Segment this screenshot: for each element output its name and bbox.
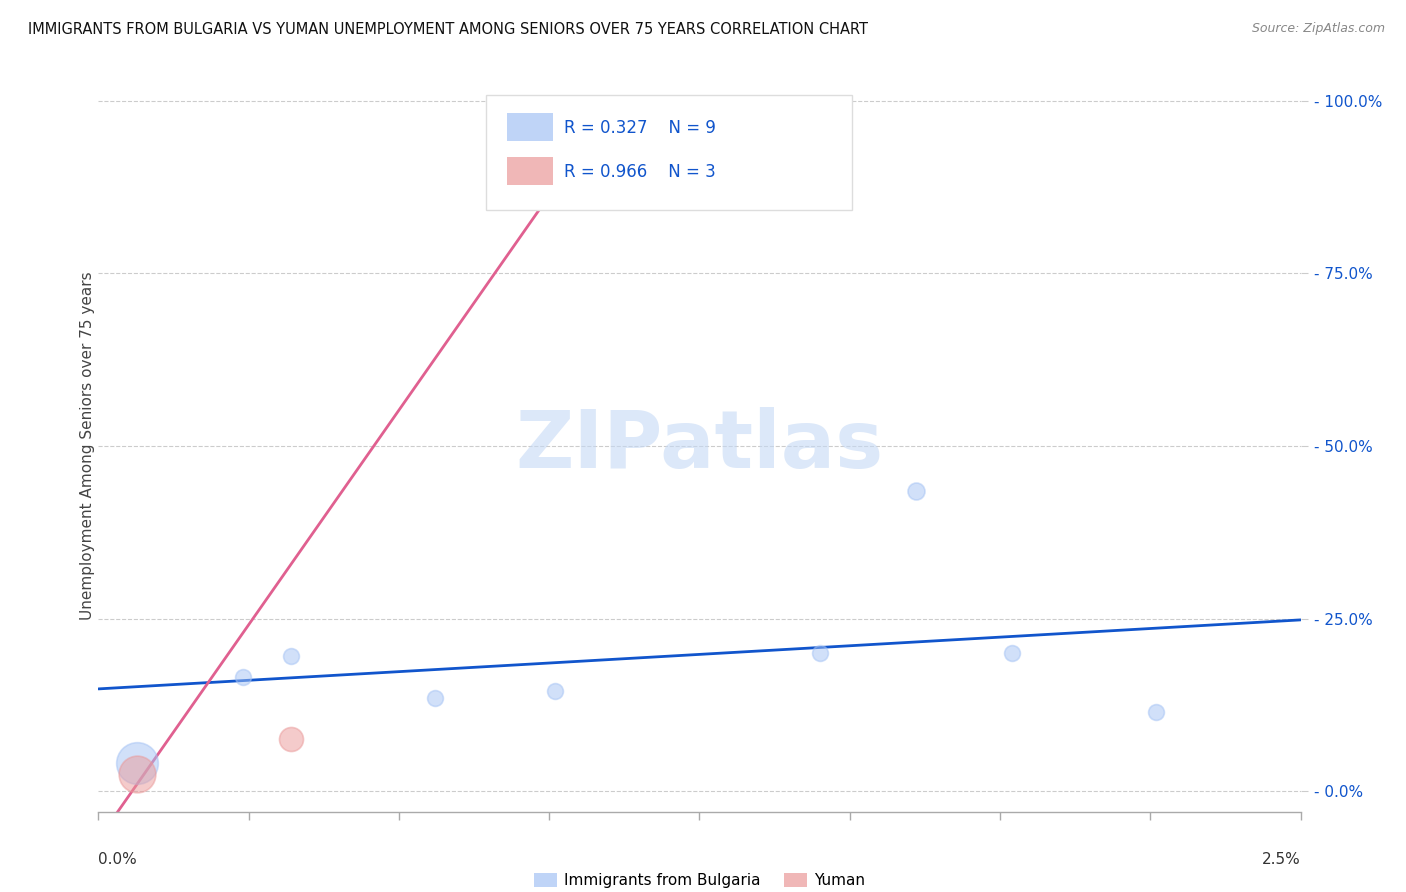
Text: R = 0.327    N = 9: R = 0.327 N = 9 <box>564 119 716 136</box>
Text: IMMIGRANTS FROM BULGARIA VS YUMAN UNEMPLOYMENT AMONG SENIORS OVER 75 YEARS CORRE: IMMIGRANTS FROM BULGARIA VS YUMAN UNEMPL… <box>28 22 868 37</box>
Point <box>280 649 302 664</box>
Legend: Immigrants from Bulgaria, Yuman: Immigrants from Bulgaria, Yuman <box>534 873 865 888</box>
Point <box>592 112 614 126</box>
Point <box>904 483 927 498</box>
Point <box>125 766 148 780</box>
Bar <box>508 157 553 185</box>
Text: 2.5%: 2.5% <box>1261 852 1301 867</box>
FancyBboxPatch shape <box>485 95 852 211</box>
Point <box>544 684 567 698</box>
Point <box>125 756 148 771</box>
Text: Source: ZipAtlas.com: Source: ZipAtlas.com <box>1251 22 1385 36</box>
Y-axis label: Unemployment Among Seniors over 75 years: Unemployment Among Seniors over 75 years <box>80 272 94 620</box>
Point <box>280 732 302 747</box>
Bar <box>508 113 553 141</box>
Point <box>423 690 446 705</box>
Point <box>1144 705 1167 719</box>
Text: 0.0%: 0.0% <box>98 852 138 867</box>
Point <box>232 670 254 684</box>
Text: R = 0.966    N = 3: R = 0.966 N = 3 <box>564 162 716 181</box>
Text: ZIPatlas: ZIPatlas <box>516 407 883 485</box>
Point <box>1001 646 1024 660</box>
Point <box>808 646 831 660</box>
